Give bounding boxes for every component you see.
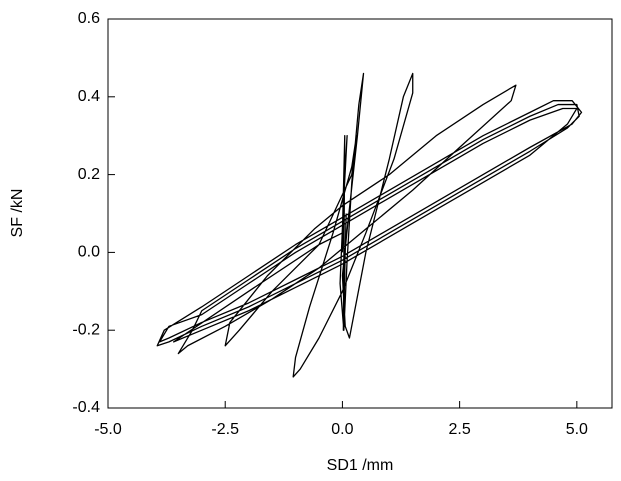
x-tick-label: -2.5 (211, 421, 239, 438)
y-tick-label: 0.4 (78, 88, 100, 105)
y-tick-label: 0.6 (78, 10, 100, 27)
x-tick-label: 5.0 (566, 421, 588, 438)
y-tick-label: -0.4 (72, 399, 100, 416)
plot-frame (107, 18, 613, 409)
x-tick-label: -5.0 (94, 421, 122, 438)
data-line (156, 72, 583, 378)
y-tick-label: 0.0 (78, 244, 100, 261)
y-tick-label: 0.2 (78, 166, 100, 183)
x-tick-label: 0.0 (331, 421, 353, 438)
x-tick-label: 2.5 (449, 421, 471, 438)
y-axis-label: SF /kN (9, 189, 26, 238)
x-axis-label: SD1 /mm (327, 457, 394, 474)
y-tick-label: -0.2 (72, 321, 100, 338)
